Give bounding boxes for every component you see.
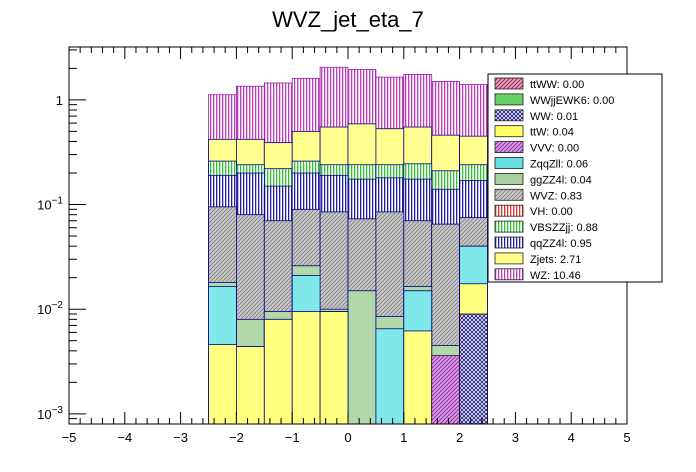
legend-label: WWjjEWK6: 0.00 bbox=[530, 95, 614, 107]
bar-ww-9 bbox=[459, 313, 488, 425]
legend-label: VBSZZjj: 0.88 bbox=[530, 222, 598, 234]
legend-label: VVV: 0.00 bbox=[530, 143, 579, 155]
legend-label: Zjets: 2.71 bbox=[530, 254, 581, 266]
legend-swatch bbox=[494, 172, 524, 185]
x-tick-label: −1 bbox=[285, 430, 300, 445]
legend-swatch bbox=[494, 125, 524, 138]
y-tick-label: 10−1 bbox=[37, 196, 63, 213]
legend-swatch bbox=[494, 109, 524, 122]
chart-title: WVZ_jet_eta_7 bbox=[272, 7, 424, 32]
legend-label: WW: 0.01 bbox=[530, 111, 578, 123]
x-tick-label: −5 bbox=[62, 430, 77, 445]
bar-ggzz4l-5 bbox=[347, 290, 377, 425]
legend-swatch bbox=[494, 252, 524, 265]
bar-zjets-3 bbox=[291, 311, 321, 425]
bar-zjets-4 bbox=[319, 311, 349, 425]
legend-swatch bbox=[494, 204, 524, 217]
legend-label: qqZZ4l: 0.95 bbox=[530, 238, 592, 250]
bar-zjets-2 bbox=[263, 318, 293, 425]
x-tick-label: −2 bbox=[229, 430, 244, 445]
x-tick-label: 3 bbox=[512, 430, 519, 445]
legend-label: ggZZ4l: 0.04 bbox=[530, 174, 592, 186]
legend-swatch bbox=[494, 220, 524, 233]
legend-label: ZqqZll: 0.06 bbox=[530, 159, 588, 171]
legend-swatch bbox=[494, 157, 524, 169]
x-tick-label: 2 bbox=[456, 430, 463, 445]
y-tick-label: 10−3 bbox=[37, 405, 63, 422]
bar-zjets-7 bbox=[403, 330, 433, 425]
legend-label: VH: 0.00 bbox=[530, 206, 573, 218]
legend-swatch bbox=[494, 93, 524, 106]
x-tick-label: 0 bbox=[344, 430, 351, 445]
legend-swatch bbox=[494, 236, 524, 249]
legend-label: WZ: 10.46 bbox=[530, 270, 581, 282]
histogram-stack bbox=[208, 66, 488, 425]
legend-label: ttWW: 0.00 bbox=[530, 79, 584, 91]
x-tick-label: 5 bbox=[623, 430, 630, 445]
legend-swatch bbox=[494, 268, 524, 281]
x-tick-label: −4 bbox=[117, 430, 132, 445]
legend-swatch bbox=[494, 141, 524, 154]
legend-label: WVZ: 0.83 bbox=[530, 190, 582, 202]
bar-zjets-0 bbox=[208, 344, 237, 425]
legend-swatch bbox=[494, 188, 524, 201]
x-tick-label: 4 bbox=[568, 430, 575, 445]
bar-zqqzll-6 bbox=[375, 328, 405, 425]
legend: ttWW: 0.00 WWjjEWK6: 0.00 WW: 0.01 ttW: 0.0… bbox=[487, 73, 663, 283]
legend-swatch bbox=[494, 77, 524, 90]
x-tick-label: 1 bbox=[400, 430, 407, 445]
x-tick-label: −3 bbox=[173, 430, 188, 445]
legend-label: ttW: 0.04 bbox=[530, 127, 574, 139]
y-tick-label: 10−2 bbox=[37, 300, 63, 317]
bar-vvv-8 bbox=[431, 355, 461, 425]
y-tick-label: 1 bbox=[56, 93, 63, 108]
bar-zjets-1 bbox=[235, 346, 265, 425]
